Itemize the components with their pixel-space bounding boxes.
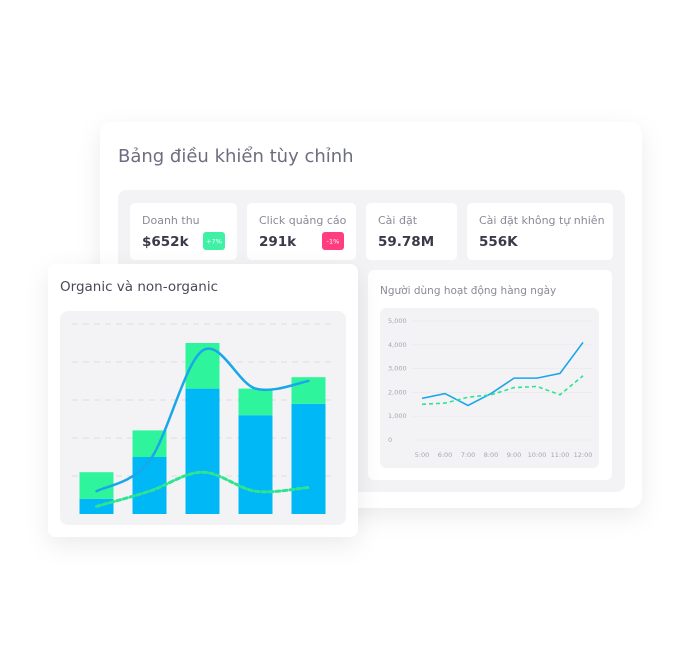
kpi-badge-text: +7% [206, 238, 222, 246]
kpi-card [130, 203, 237, 260]
x-tick-label: 8:00 [484, 451, 499, 459]
y-tick-label: 5,000 [388, 317, 407, 325]
kpi-badge-text: -1% [327, 238, 340, 246]
y-tick-label: 2,000 [388, 388, 407, 396]
kpi-value: 59.78M [378, 234, 434, 250]
kpi-card [247, 203, 356, 260]
bar [79, 472, 114, 499]
bar [132, 457, 167, 514]
line [421, 341, 584, 407]
bar [238, 388, 273, 416]
kpi-label: Cài đặt không tự nhiên [479, 214, 605, 227]
x-tick-label: 11:00 [551, 451, 570, 459]
line [95, 470, 310, 508]
y-tick-label: 1,000 [388, 412, 407, 420]
y-tick-label: 4,000 [388, 341, 407, 349]
x-tick-label: 12:00 [574, 451, 593, 459]
x-tick-label: 7:00 [461, 451, 476, 459]
kpi-label: Cài đặt [378, 214, 418, 227]
bar [185, 388, 220, 514]
kpi-card [467, 203, 613, 260]
kpi-value: $652k [142, 234, 190, 250]
dashboard-title: Bảng điều khiển tùy chỉnh [118, 146, 354, 167]
x-tick-label: 10:00 [528, 451, 547, 459]
x-tick-label: 6:00 [438, 451, 453, 459]
kpi-value: 556K [479, 234, 518, 250]
kpi-badge [322, 232, 344, 250]
bar [291, 403, 326, 514]
x-tick-label: 9:00 [507, 451, 522, 459]
kpi-card [366, 203, 457, 260]
kpi-value: 291k [259, 234, 297, 250]
chart-title: Người dùng hoạt động hàng ngày [380, 285, 556, 297]
plot-area [380, 308, 599, 468]
y-tick-label: 3,000 [388, 365, 407, 373]
line [95, 347, 310, 493]
kpi-badge [203, 232, 225, 250]
chart-title: Organic và non-organic [60, 279, 218, 295]
kpi-label: Doanh thu [142, 214, 200, 227]
bar [132, 430, 167, 457]
x-tick-label: 5:00 [415, 451, 430, 459]
y-tick-label: 0 [388, 436, 392, 444]
bar [238, 415, 273, 514]
kpi-label: Click quảng cáo [259, 214, 347, 227]
